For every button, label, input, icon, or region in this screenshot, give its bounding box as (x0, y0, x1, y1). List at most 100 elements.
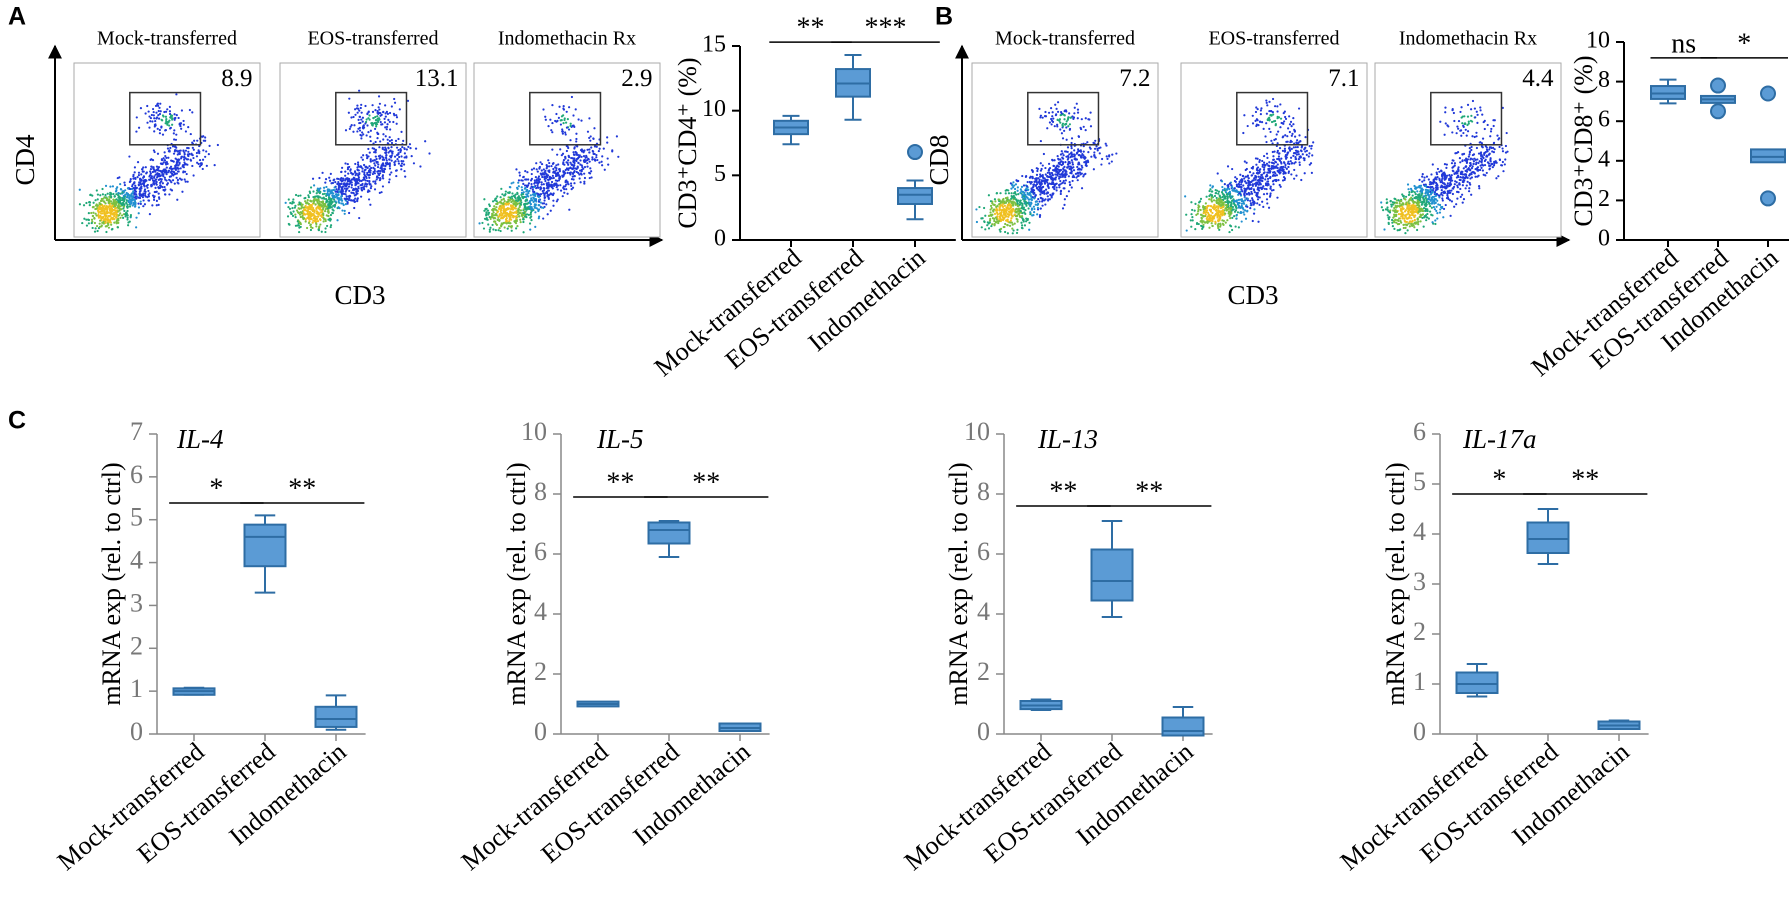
dot (163, 193, 167, 196)
dot (535, 178, 538, 181)
dot (559, 119, 562, 122)
dot (148, 126, 151, 129)
dot (1055, 170, 1058, 173)
dot (142, 205, 145, 208)
dot (1044, 180, 1048, 183)
dot (405, 148, 408, 151)
dot (1312, 141, 1315, 144)
dot (1269, 176, 1272, 180)
dot (1039, 184, 1042, 187)
dot (378, 118, 381, 121)
dot (118, 209, 121, 212)
dot (994, 200, 997, 203)
dot (165, 119, 168, 123)
dot (512, 181, 515, 184)
dot (517, 195, 520, 198)
dot (1274, 123, 1277, 126)
dot (1298, 163, 1301, 167)
dot (385, 157, 388, 160)
dot (1282, 172, 1285, 175)
dot (498, 227, 501, 230)
dot (360, 195, 363, 198)
dot (126, 203, 129, 206)
dot (488, 203, 491, 206)
dot (513, 194, 516, 198)
dot (175, 176, 178, 179)
dot (176, 178, 180, 182)
dot (108, 204, 111, 207)
dot (1241, 174, 1245, 178)
dot (173, 118, 176, 121)
dot (294, 216, 297, 219)
dot (984, 214, 987, 217)
dot (371, 110, 375, 114)
dot (611, 150, 614, 153)
dot (318, 200, 321, 203)
dot (527, 192, 530, 195)
dot (1284, 117, 1288, 121)
dot (1051, 111, 1054, 114)
dot (583, 182, 586, 185)
dot (1087, 118, 1090, 121)
dot (503, 215, 506, 218)
dot (111, 208, 114, 212)
dot (1283, 147, 1287, 150)
dot (515, 210, 518, 213)
dot (500, 222, 503, 225)
dot (1272, 183, 1275, 186)
dot (615, 135, 618, 138)
dot (1285, 156, 1288, 159)
dot (397, 148, 400, 152)
dot (317, 196, 320, 199)
dot (483, 209, 486, 212)
dot (150, 184, 153, 187)
dot (1310, 144, 1313, 148)
dot (529, 213, 532, 216)
dot (1059, 179, 1062, 183)
dot (1228, 193, 1232, 196)
dot (171, 145, 175, 148)
dot (1038, 214, 1042, 217)
dot (1025, 217, 1028, 220)
dot (132, 177, 135, 180)
dot (1095, 145, 1098, 148)
dot (359, 133, 362, 137)
dot (337, 186, 341, 189)
dot (1209, 188, 1212, 191)
dot (120, 188, 123, 191)
dot (1217, 192, 1220, 195)
dot (329, 225, 332, 229)
dot (324, 207, 327, 211)
dot (1259, 109, 1262, 112)
dot (565, 126, 569, 129)
dot (1246, 197, 1249, 200)
dot (566, 181, 569, 184)
dot (388, 163, 391, 166)
dot (1065, 194, 1068, 198)
dot (288, 207, 292, 210)
dot (1002, 218, 1005, 222)
dot (160, 125, 163, 128)
dot (1295, 157, 1298, 161)
dot (1077, 174, 1080, 178)
dot (129, 200, 133, 203)
dot (1063, 113, 1066, 117)
dot (296, 220, 299, 223)
dot (414, 147, 418, 150)
dot (366, 171, 369, 175)
dot (130, 192, 133, 195)
dot (133, 171, 136, 174)
dot (126, 218, 129, 221)
dot (1276, 142, 1279, 145)
dot (153, 130, 156, 133)
dot (522, 220, 525, 224)
dot (503, 200, 506, 203)
dot (334, 190, 337, 193)
dot (1246, 187, 1249, 190)
dot (571, 175, 574, 178)
dot (500, 187, 503, 190)
dot (107, 223, 110, 226)
dot (1243, 213, 1246, 216)
dot (542, 206, 545, 210)
dot (1264, 135, 1267, 138)
